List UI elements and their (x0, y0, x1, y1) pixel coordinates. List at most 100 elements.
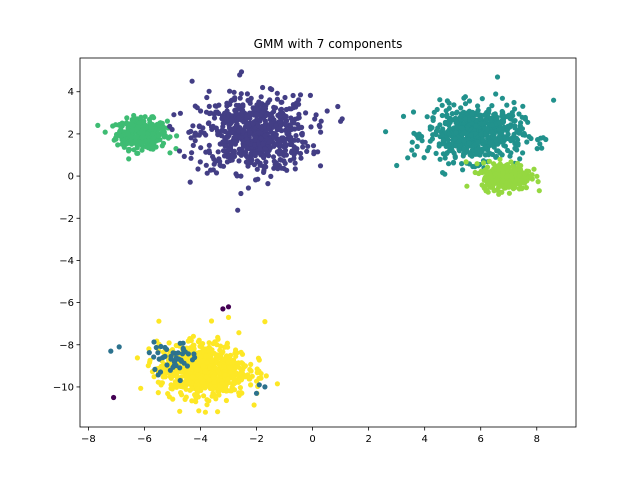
data-point (245, 140, 251, 146)
data-point (257, 116, 263, 122)
data-point (504, 180, 510, 186)
data-point (194, 386, 200, 392)
data-point (177, 365, 183, 371)
data-point (157, 369, 164, 375)
data-point (295, 137, 301, 143)
data-point (257, 101, 263, 107)
data-point (458, 105, 464, 111)
data-point (439, 102, 445, 108)
chart-title: GMM with 7 components (254, 37, 403, 51)
data-point (495, 148, 501, 154)
data-point (133, 134, 139, 140)
data-point (258, 94, 264, 100)
data-point (197, 159, 203, 165)
data-point (239, 146, 245, 152)
data-point (459, 161, 465, 167)
data-point (268, 129, 274, 135)
data-point (188, 128, 194, 134)
data-point (481, 112, 487, 118)
data-point (442, 155, 448, 161)
data-point (318, 118, 324, 124)
data-point (211, 111, 217, 117)
data-point (315, 149, 321, 155)
data-point (203, 374, 209, 380)
data-point (506, 112, 512, 118)
data-point (195, 166, 201, 172)
data-point (430, 132, 436, 138)
data-point (209, 358, 215, 364)
data-point (229, 130, 235, 136)
data-point (217, 384, 223, 390)
data-point (383, 129, 389, 135)
data-point (116, 344, 122, 350)
data-point (491, 161, 497, 167)
data-point (240, 102, 246, 108)
data-point (411, 152, 417, 158)
data-point (505, 131, 511, 137)
data-point (225, 314, 232, 320)
data-point (217, 347, 223, 353)
data-point (275, 166, 281, 172)
data-point (206, 103, 212, 109)
data-point (276, 126, 282, 132)
data-point (233, 171, 239, 177)
data-point (108, 348, 114, 354)
data-point (470, 116, 476, 122)
data-point (200, 379, 206, 385)
data-point (508, 150, 514, 156)
data-point (268, 121, 274, 127)
data-point (227, 354, 233, 360)
data-point (115, 142, 121, 148)
data-point (517, 123, 523, 129)
data-point (215, 149, 221, 155)
data-point (482, 131, 488, 137)
data-point (486, 108, 492, 114)
data-point (536, 188, 542, 194)
data-point (430, 115, 436, 121)
data-point (258, 375, 264, 381)
data-point (484, 164, 491, 170)
data-point (317, 163, 324, 169)
data-point (477, 148, 483, 155)
data-point (225, 304, 232, 310)
data-point (254, 111, 260, 118)
data-point (110, 123, 116, 129)
data-point (299, 132, 305, 138)
data-point (338, 118, 344, 124)
data-point (475, 107, 481, 113)
data-point (158, 343, 164, 350)
data-point (289, 148, 295, 154)
data-point (237, 95, 243, 101)
data-point (445, 143, 451, 149)
data-point (244, 91, 250, 97)
data-point (282, 147, 289, 153)
data-point (216, 102, 222, 108)
data-point (245, 97, 251, 103)
data-point (267, 97, 273, 103)
data-point (439, 112, 445, 119)
data-point (215, 336, 221, 342)
data-point (537, 141, 543, 147)
data-point (233, 111, 239, 117)
data-point (492, 165, 498, 171)
data-point (508, 182, 514, 188)
data-point (238, 91, 244, 97)
data-point (192, 138, 198, 144)
x-tick-label: −8 (81, 434, 96, 445)
data-point (240, 367, 246, 373)
data-point (152, 366, 158, 372)
data-point (512, 145, 518, 151)
y-tick-label: 2 (68, 129, 74, 140)
data-point (189, 398, 195, 404)
data-point (177, 340, 183, 346)
data-point (168, 356, 174, 362)
data-point (450, 159, 457, 165)
data-point (203, 162, 209, 168)
data-point (410, 109, 417, 115)
data-point (433, 128, 440, 134)
data-point (206, 377, 213, 383)
data-point (236, 128, 242, 134)
data-point (489, 129, 495, 135)
data-point (238, 173, 244, 179)
